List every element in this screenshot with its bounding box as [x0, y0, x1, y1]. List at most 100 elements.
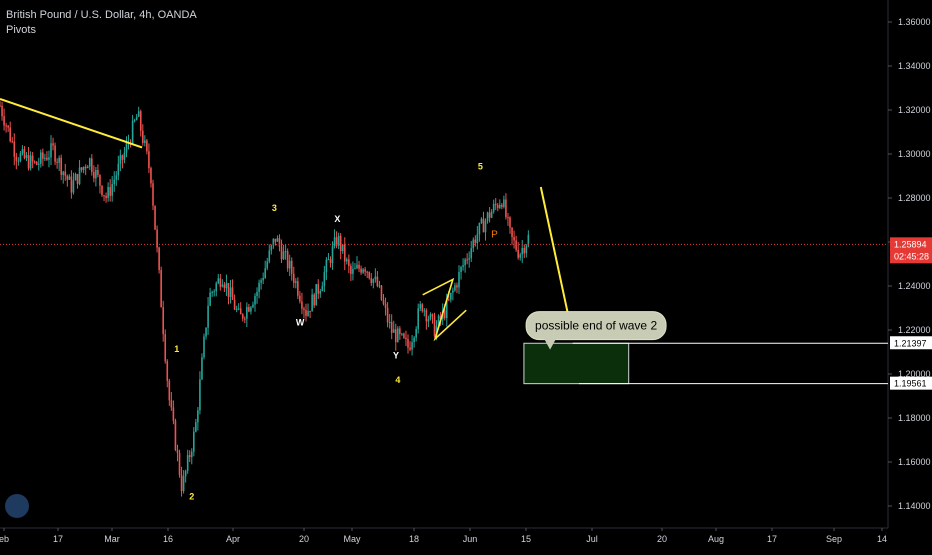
- y-tick-label: 1.24000: [898, 281, 931, 291]
- candle: [343, 244, 346, 262]
- candle: [105, 195, 107, 198]
- candle: [319, 291, 322, 294]
- candle: [415, 328, 417, 338]
- tradingview-logo-icon[interactable]: [5, 494, 29, 518]
- candle: [199, 379, 201, 411]
- candle: [21, 149, 24, 154]
- candle: [350, 266, 352, 274]
- candle: [407, 339, 409, 348]
- candle: [78, 167, 81, 184]
- candle: [380, 285, 383, 300]
- x-tick-label: 14: [877, 534, 887, 544]
- candle: [482, 218, 485, 233]
- candle: [193, 431, 195, 452]
- candle: [346, 259, 348, 262]
- candle: [109, 186, 111, 196]
- callout-bubble[interactable]: [525, 311, 667, 341]
- x-tick-label: Jun: [463, 534, 478, 544]
- candle: [233, 299, 236, 310]
- candle: [254, 295, 256, 305]
- candle: [488, 212, 491, 218]
- candle: [182, 476, 185, 492]
- candle: [123, 152, 126, 160]
- candle: [133, 120, 136, 122]
- candle: [86, 166, 89, 169]
- y-tick-label: 1.36000: [898, 17, 931, 27]
- candle: [117, 163, 120, 176]
- candle: [278, 238, 281, 247]
- candle: [180, 474, 183, 492]
- candle: [88, 158, 91, 167]
- candle: [66, 175, 69, 180]
- candle: [35, 161, 38, 165]
- candle: [429, 314, 432, 320]
- candle: [80, 167, 83, 171]
- candle: [170, 400, 173, 408]
- candle: [476, 234, 479, 243]
- candle: [44, 157, 46, 159]
- candle: [270, 245, 273, 251]
- candle: [144, 140, 146, 143]
- candle: [264, 268, 266, 278]
- candle: [164, 334, 167, 362]
- candle: [362, 269, 364, 273]
- candle: [384, 303, 387, 308]
- candle: [366, 271, 368, 273]
- candle: [423, 310, 426, 312]
- candle: [262, 277, 264, 281]
- candle: [72, 180, 75, 193]
- candle: [388, 322, 391, 324]
- candle: [213, 291, 215, 293]
- target-zone[interactable]: [523, 342, 630, 385]
- candle: [103, 195, 105, 197]
- candle: [499, 204, 501, 208]
- candle: [354, 268, 356, 270]
- candle: [364, 269, 366, 272]
- candle: [517, 249, 519, 258]
- callout-pointer: [544, 338, 557, 350]
- candle: [399, 328, 401, 335]
- candle: [274, 238, 277, 242]
- wedge-pattern[interactable]: [422, 277, 467, 342]
- wave-label: Y: [393, 351, 399, 361]
- candle: [490, 211, 493, 218]
- candle: [125, 143, 128, 153]
- candle: [256, 291, 258, 296]
- candle: [494, 203, 497, 206]
- candle: [239, 308, 242, 315]
- candle: [317, 284, 320, 294]
- candle: [501, 204, 503, 207]
- candle: [221, 284, 224, 287]
- x-tick-label: Apr: [226, 534, 240, 544]
- indicator-label: Pivots: [6, 24, 36, 36]
- candle: [241, 314, 244, 319]
- candle: [513, 237, 515, 241]
- candle: [474, 239, 477, 243]
- candle: [231, 287, 234, 300]
- candle: [154, 205, 156, 230]
- candle: [370, 278, 373, 284]
- candle: [525, 245, 528, 254]
- candle: [454, 285, 456, 291]
- candle: [421, 304, 424, 312]
- candle: [148, 151, 150, 169]
- candle: [166, 361, 169, 381]
- candle: [25, 155, 28, 158]
- candle: [60, 157, 62, 175]
- x-tick-label: 17: [767, 534, 777, 544]
- candle: [33, 161, 36, 163]
- candle: [303, 308, 305, 311]
- resistance-trendline[interactable]: [0, 98, 143, 149]
- candle: [54, 145, 56, 162]
- candle: [401, 333, 403, 335]
- candle: [335, 237, 338, 246]
- candle: [15, 156, 18, 161]
- pivot-label: P: [491, 230, 498, 241]
- candle: [29, 155, 32, 169]
- candle: [176, 449, 179, 453]
- candle: [190, 451, 193, 458]
- x-tick-label: 18: [409, 534, 419, 544]
- x-tick-label: Aug: [708, 534, 724, 544]
